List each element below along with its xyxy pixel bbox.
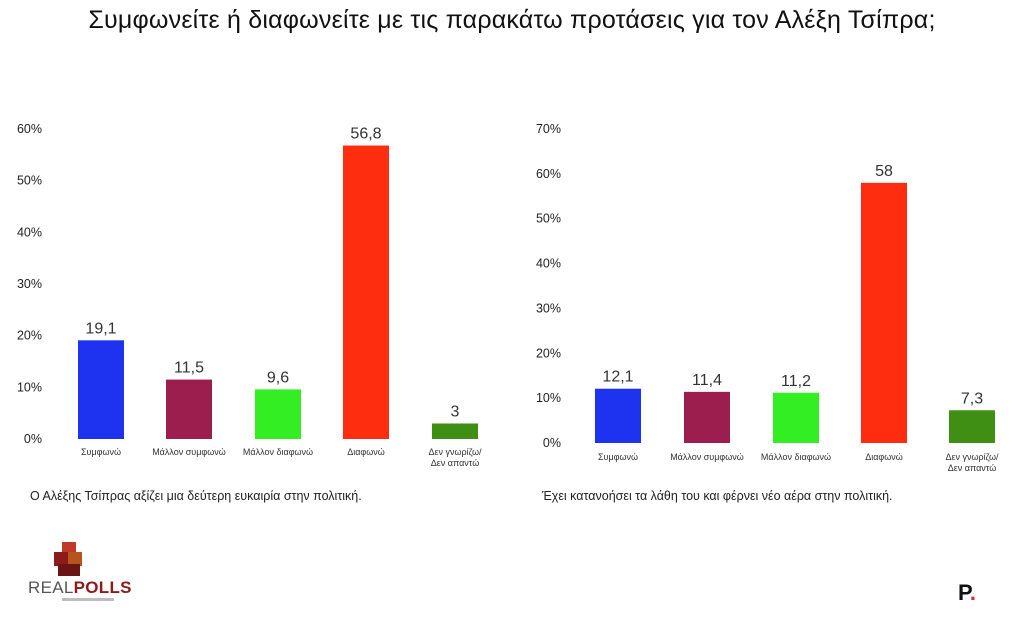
y-tick-label: 30%: [17, 277, 42, 291]
y-tick-label: 10%: [17, 380, 42, 394]
y-tick-label: 40%: [17, 225, 42, 239]
data-label: 7,3: [961, 390, 983, 407]
category-label: Διαφωνώ: [865, 452, 903, 462]
category-label: Μάλλον συμφωνώ: [670, 452, 744, 462]
y-tick-label: 20%: [536, 346, 561, 360]
y-tick-label: 0%: [24, 432, 42, 446]
data-label: 56,8: [350, 126, 381, 143]
data-label: 12,1: [602, 369, 633, 386]
category-label: Διαφωνώ: [347, 447, 385, 457]
bar: [255, 389, 301, 439]
bar: [684, 391, 730, 443]
y-tick-label: 50%: [536, 212, 561, 226]
bar: [166, 379, 212, 439]
y-tick-label: 0%: [543, 436, 561, 450]
chart-left-caption: Ο Αλέξης Τσίπρας αξίζει μια δεύτερη ευκα…: [30, 489, 362, 503]
category-label: Δεν γνωρίζω/Δεν απαντώ: [428, 447, 482, 468]
y-tick-label: 20%: [17, 329, 42, 343]
data-label: 11,2: [781, 373, 811, 390]
chart-right-caption: Έχει κατανοήσει τα λάθη του και φέρνει ν…: [542, 489, 893, 503]
y-tick-label: 40%: [536, 257, 561, 271]
bar: [861, 182, 907, 444]
bar: [773, 392, 819, 443]
data-label: 19,1: [85, 320, 116, 337]
data-label: 11,4: [692, 372, 722, 389]
category-label: Μάλλον διαφωνώ: [761, 452, 831, 462]
realpolls-logo-icon: [54, 542, 82, 576]
bar: [78, 340, 124, 439]
y-tick-label: 60%: [536, 167, 561, 181]
category-label: Δεν γνωρίζω/Δεν απαντώ: [945, 452, 999, 473]
realpolls-logo-text: REALPOLLS: [28, 578, 132, 597]
y-tick-label: 30%: [536, 301, 561, 315]
data-label: 9,6: [267, 369, 289, 386]
chart-right: 0% 10% 20% 30% 40% 50% 60% 70% 12,1 Συμφωνώ 11,4 Μά…: [536, 122, 999, 473]
bar: [343, 145, 389, 440]
realpolls-logo-underline: [62, 598, 114, 601]
bar: [949, 410, 995, 443]
y-tick-label: 50%: [17, 174, 42, 188]
p-logo: P.: [958, 580, 976, 605]
page-title: Συμφωνείτε ή διαφωνείτε με τις παρακάτω …: [88, 6, 936, 34]
data-label: 58: [875, 163, 893, 180]
category-label: Συμφωνώ: [598, 452, 638, 462]
category-label: Μάλλον διαφωνώ: [243, 447, 313, 457]
y-tick-label: 10%: [536, 391, 561, 405]
bar: [432, 423, 478, 439]
data-label: 11,5: [174, 360, 204, 377]
y-tick-label: 60%: [17, 122, 42, 136]
y-tick-label: 70%: [536, 122, 561, 136]
category-label: Συμφωνώ: [81, 447, 121, 457]
chart-left: 0% 10% 20% 30% 40% 50% 60% 19,1 Συμφωνώ 11,5 Μάλλο…: [17, 122, 482, 468]
category-label: Μάλλον συμφωνώ: [152, 447, 226, 457]
bar: [595, 388, 641, 443]
data-label: 3: [451, 404, 460, 421]
